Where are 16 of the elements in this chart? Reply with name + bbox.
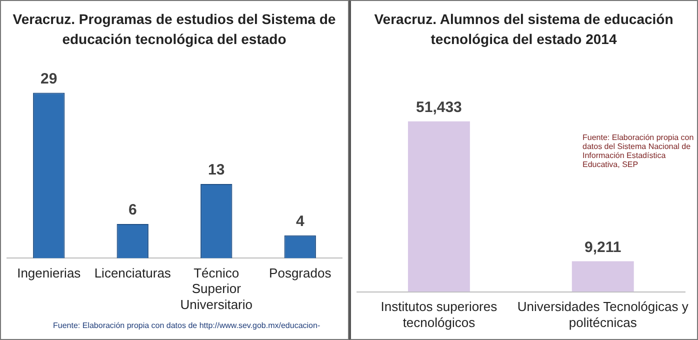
data-label: 4 [296, 213, 305, 230]
annotation: Fuente: Elaboración propia con datos del Sistema Nacional de Información Estadística Educativa, SEP [582, 133, 694, 169]
source-note: Fuente: Elaboración propia con datos de http://www.sev.gob.mx/educacion- [53, 321, 322, 330]
data-label: 29 [40, 70, 58, 88]
data-label: 6 [128, 202, 137, 219]
data-label: 13 [208, 162, 225, 179]
chart-title: Veracruz. Alumnos del sistema de educación tecnológica del estado 2014 [373, 10, 674, 49]
chart-title: Veracruz. Programas de estudios del Sistema de educación tecnológica del estado [12, 10, 337, 49]
x-tick-label: Institutos superiores tecnológicos [380, 299, 498, 330]
x-tick-label: Técnico Superior Universitario [180, 266, 252, 312]
x-tick-label: Licenciaturas [94, 266, 172, 281]
x-tick-label: Posgrados [269, 266, 332, 281]
data-label: 51,433 [416, 99, 462, 116]
x-tick-label: Ingenierias [17, 266, 82, 281]
x-tick-label: Universidades Tecnológicas y politécnicas [516, 299, 688, 330]
data-label: 9,211 [584, 238, 621, 256]
